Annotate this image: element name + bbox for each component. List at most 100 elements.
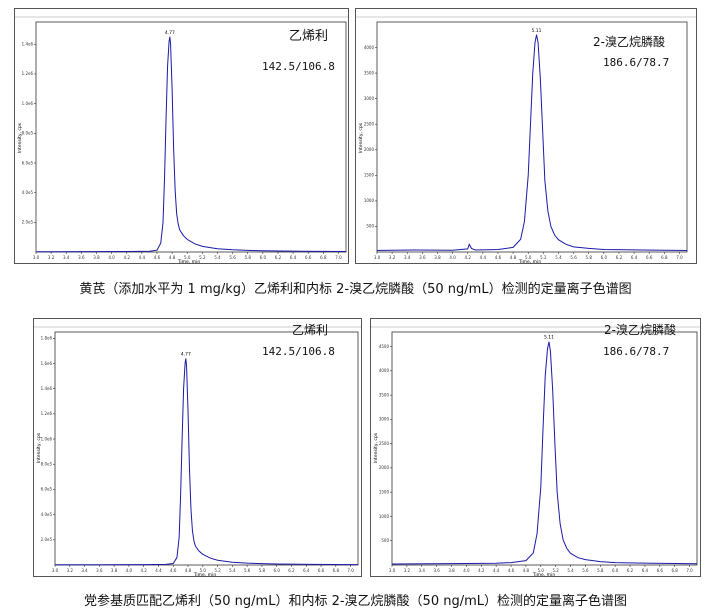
x-tick-label: 4.0 [463, 568, 470, 573]
x-tick-label: 4.0 [126, 568, 133, 573]
y-tick-label: 1.2e6 [41, 411, 53, 416]
x-tick-label: 4.8 [169, 255, 176, 260]
compound-label: 乙烯利 [292, 323, 328, 337]
y-tick-label: 500 [381, 538, 389, 543]
x-tick-label: 6.2 [627, 568, 634, 573]
x-tick-label: 4.8 [185, 568, 192, 573]
caption-bottom: 党参基质匹配乙烯利（50 ng/mL）和内标 2-溴乙烷膦酸（50 ng/mL）… [84, 594, 627, 609]
plot-frame [54, 331, 359, 566]
y-tick-label: 2000 [379, 465, 390, 470]
chromatogram-trace [391, 341, 698, 565]
x-tick-label: 5.2 [552, 568, 559, 573]
chromatogram-trace [54, 358, 359, 566]
x-tick-label: 4.0 [449, 255, 456, 260]
x-tick-label: 3.4 [63, 255, 70, 260]
x-tick-label: 6.0 [274, 568, 281, 573]
y-tick-label: 1.0e6 [22, 101, 34, 106]
y-tick-label: 1500 [364, 173, 375, 178]
x-tick-label: 6.8 [333, 568, 340, 573]
x-tick-label: 3.6 [96, 568, 103, 573]
x-tick-label: 5.4 [229, 568, 236, 573]
x-axis-label: Time, min [532, 572, 556, 578]
x-tick-label: 5.2 [214, 568, 221, 573]
y-tick-label: 4500 [379, 344, 390, 349]
x-tick-label: 6.4 [303, 568, 310, 573]
x-tick-label: 5.8 [259, 568, 266, 573]
x-tick-label: 4.2 [478, 568, 485, 573]
x-tick-label: 6.8 [671, 568, 678, 573]
x-tick-label: 5.8 [597, 568, 604, 573]
y-axis-label: Intensity, cps [373, 432, 379, 463]
x-tick-label: 4.4 [139, 255, 146, 260]
y-tick-label: 4000 [364, 45, 375, 50]
chromatogram-trace [376, 34, 688, 251]
x-tick-label: 3.0 [389, 568, 396, 573]
plot-frame [391, 331, 698, 566]
x-tick-label: 4.6 [495, 255, 502, 260]
chromatogram-trace [35, 36, 347, 253]
x-tick-label: 7.0 [676, 255, 683, 260]
x-tick-label: 6.0 [601, 255, 608, 260]
transition-label: 186.6/78.7 [603, 345, 669, 358]
x-tick-label: 6.0 [612, 568, 619, 573]
y-tick-label: 1000 [364, 198, 375, 203]
chromatogram-svg-4: 500 1000 1500 2000 2500 3000 3500 4000 4500 3.0 3… [370, 318, 701, 578]
x-tick-label: 6.4 [642, 568, 649, 573]
y-tick-label: 8.0e5 [22, 131, 34, 136]
chromatogram-svg-2: 500 1000 1500 2000 2500 3000 3500 4000 3.0 3.2 3.… [355, 8, 697, 265]
compound-label: 2-溴乙烷膦酸 [593, 34, 665, 49]
x-tick-label: 3.8 [111, 568, 118, 573]
x-tick-label: 4.4 [493, 568, 500, 573]
x-tick-label: 3.0 [33, 255, 40, 260]
x-tick-label: 6.6 [657, 568, 664, 573]
x-tick-label: 3.2 [48, 255, 55, 260]
chromatogram-panel-2: 500 1000 1500 2000 2500 3000 3500 4000 3.0 3.2 3.… [355, 8, 697, 265]
y-tick-label: 4.0e5 [41, 512, 53, 517]
x-tick-label: 6.6 [305, 255, 312, 260]
peak-label: 5.11 [544, 335, 554, 341]
x-tick-label: 5.0 [525, 255, 532, 260]
peak-label: 4.77 [181, 351, 191, 357]
x-tick-label: 5.6 [229, 255, 236, 260]
x-tick-label: 3.4 [81, 568, 88, 573]
y-axis-label: Intensity, cps [358, 122, 364, 153]
y-tick-label: 2.0e5 [41, 537, 53, 542]
x-tick-label: 3.6 [419, 255, 426, 260]
x-axis-label: Time, min [518, 259, 542, 265]
x-tick-label: 5.0 [200, 568, 207, 573]
y-tick-label: 4.0e5 [22, 190, 34, 195]
y-tick-label: 2500 [364, 122, 375, 127]
chromatogram-panel-1: 2.0e5 4.0e5 6.0e5 8.0e5 1.0e6 1.2e6 1.4e6 3.0 3… [14, 8, 349, 265]
chromatogram-panel-4: 500 1000 1500 2000 2500 3000 3500 4000 4500 3.0 3… [370, 318, 701, 578]
x-tick-label: 6.6 [318, 568, 325, 573]
x-tick-label: 5.8 [586, 255, 593, 260]
x-tick-label: 5.6 [244, 568, 251, 573]
chromatogram-svg-1: 2.0e5 4.0e5 6.0e5 8.0e5 1.0e6 1.2e6 1.4e6 3.0 3… [14, 8, 349, 265]
caption-top: 黄芪（添加水平为 1 mg/kg）乙烯利和内标 2-溴乙烷膦酸（50 ng/mL… [79, 282, 632, 297]
x-tick-label: 4.6 [508, 568, 515, 573]
x-tick-label: 4.6 [154, 255, 161, 260]
transition-label: 186.6/78.7 [603, 56, 669, 69]
y-tick-label: 3500 [379, 392, 390, 397]
x-tick-label: 5.2 [540, 255, 547, 260]
peak-label: 4.77 [165, 30, 175, 36]
x-tick-label: 3.6 [78, 255, 85, 260]
x-tick-label: 5.2 [199, 255, 206, 260]
x-tick-label: 6.8 [320, 255, 327, 260]
x-tick-label: 6.8 [661, 255, 668, 260]
y-tick-label: 3000 [379, 417, 390, 422]
x-tick-label: 3.2 [389, 255, 396, 260]
y-tick-label: 1.2e6 [22, 71, 34, 76]
y-tick-label: 1.6e6 [41, 361, 53, 366]
y-tick-label: 2000 [364, 147, 375, 152]
x-tick-label: 6.2 [275, 255, 282, 260]
x-tick-label: 4.6 [170, 568, 177, 573]
plot-frame [376, 21, 688, 253]
x-tick-label: 5.6 [570, 255, 577, 260]
y-tick-label: 1.8e6 [41, 336, 53, 341]
x-tick-label: 3.0 [52, 568, 59, 573]
chromatogram-panel-3: 2.0e5 4.0e5 6.0e5 8.0e5 1.0e6 1.2e6 1.4e6 1.6e6… [33, 318, 362, 578]
y-tick-label: 2500 [379, 441, 390, 446]
x-tick-label: 3.8 [434, 255, 441, 260]
x-tick-label: 4.2 [124, 255, 131, 260]
